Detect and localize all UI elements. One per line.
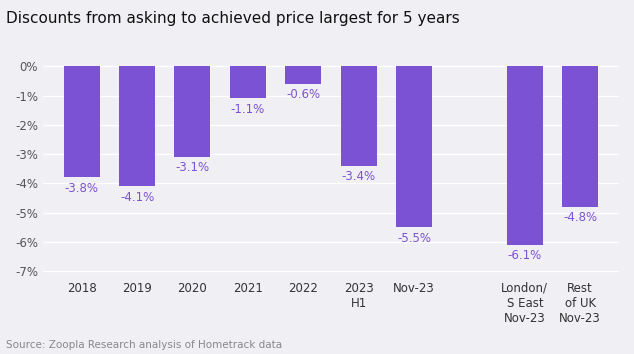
Text: -5.5%: -5.5% [397,232,431,245]
Bar [396,66,432,227]
Bar [562,66,598,207]
Bar [507,66,543,245]
Text: -0.6%: -0.6% [286,88,320,101]
Bar [63,66,100,177]
Bar [119,66,155,186]
Text: -1.1%: -1.1% [231,103,265,116]
Text: -4.8%: -4.8% [563,211,597,224]
Bar [340,66,377,166]
Text: -4.1%: -4.1% [120,191,154,204]
Text: Discounts from asking to achieved price largest for 5 years: Discounts from asking to achieved price … [6,11,460,25]
Text: -6.1%: -6.1% [508,249,542,262]
Text: -3.8%: -3.8% [65,182,99,195]
Text: -3.4%: -3.4% [342,170,376,183]
Text: -3.1%: -3.1% [176,161,209,175]
Bar [230,66,266,98]
Bar [174,66,210,157]
Bar [285,66,321,84]
Text: Source: Zoopla Research analysis of Hometrack data: Source: Zoopla Research analysis of Home… [6,341,283,350]
